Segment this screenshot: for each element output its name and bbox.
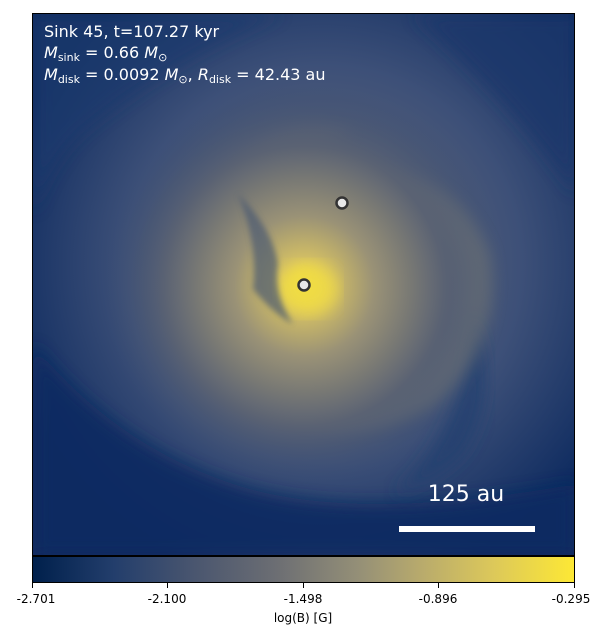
scale-bar-label: 125 au — [427, 482, 505, 507]
colorbar-tick — [32, 583, 33, 588]
msun-sub: ⊙ — [158, 51, 168, 64]
disk-line: Mdisk = 0.0092 M⊙, Rdisk = 42.43 au — [44, 65, 326, 86]
scale-bar — [399, 526, 535, 532]
colorbar-label: log(B) [G] — [273, 611, 333, 625]
msink-sub: sink — [57, 51, 80, 64]
colorbar-tick-label: -2.701 — [16, 592, 56, 606]
sink-title: Sink 45, t=107.27 kyr — [44, 21, 219, 42]
colorbar — [32, 556, 575, 583]
sink-marker-secondary — [335, 196, 349, 210]
colorbar-tick-label: -1.498 — [283, 592, 323, 606]
field-image — [33, 14, 574, 555]
msink-value: = 0.66 — [79, 43, 140, 62]
sink-markers — [297, 196, 349, 292]
msink-symbol: M — [44, 43, 58, 62]
rdisk-value: = 42.43 au — [231, 65, 326, 84]
colorbar-tick — [574, 583, 575, 588]
msun-sub-2: ⊙ — [178, 73, 188, 86]
colorbar-tick — [167, 583, 168, 588]
sink-mass-line: Msink = 0.66 M⊙ — [44, 42, 167, 68]
rdisk-symbol: R — [197, 65, 209, 84]
mdisk-sub: disk — [57, 73, 80, 86]
sink-title-text: Sink 45, t=107.27 kyr — [44, 22, 220, 41]
colorbar-tick-label: -0.295 — [551, 592, 591, 606]
colorbar-tick-label: -2.100 — [147, 592, 187, 606]
sink-marker-primary — [297, 278, 311, 292]
colorbar-tick — [438, 583, 439, 588]
mdisk-value: = 0.0092 — [79, 65, 160, 84]
magnetic-field-map: Sink 45, t=107.27 kyr Msink = 0.66 M⊙ Md… — [32, 13, 575, 556]
msun-symbol: M — [144, 43, 159, 62]
colorbar-tick-label: -0.896 — [418, 592, 458, 606]
rdisk-sub: disk — [208, 73, 232, 86]
colorbar-tick — [303, 583, 304, 588]
msun-symbol-2: M — [164, 65, 179, 84]
mdisk-symbol: M — [44, 65, 58, 84]
